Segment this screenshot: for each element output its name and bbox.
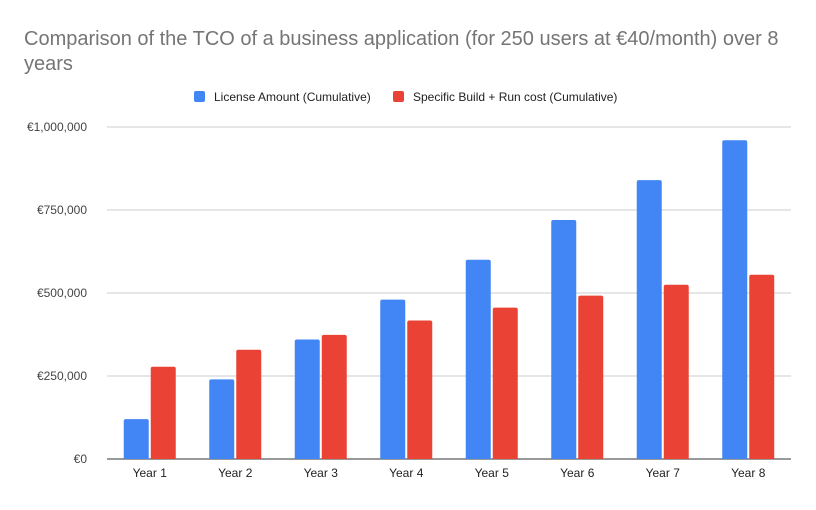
legend-swatch-build-run [393, 91, 404, 102]
bar-license-4 [380, 299, 406, 459]
y-tick-label: €500,000 [37, 286, 87, 300]
bar-build-run-2 [236, 349, 262, 459]
legend-swatch-license [194, 91, 205, 102]
bar-license-5 [465, 259, 491, 459]
bar-build-run-3 [321, 334, 347, 459]
bar-license-2 [209, 379, 235, 459]
chart-title-line-2: years [24, 53, 73, 75]
y-tick-label: €1,000,000 [27, 120, 87, 134]
x-tick-label: Year 7 [646, 466, 681, 480]
x-tick-label: Year 1 [133, 466, 168, 480]
x-tick-label: Year 2 [218, 466, 253, 480]
bar-build-run-1 [150, 366, 176, 459]
x-tick-label: Year 6 [560, 466, 595, 480]
bar-build-run-4 [407, 320, 433, 459]
bar-license-3 [294, 339, 320, 459]
y-tick-label: €750,000 [37, 203, 87, 217]
bar-build-run-5 [492, 307, 518, 459]
legend-label-license: License Amount (Cumulative) [214, 90, 371, 104]
bar-license-6 [551, 219, 577, 459]
legend: License Amount (Cumulative) Specific Bui… [194, 90, 617, 104]
bar-license-1 [123, 419, 149, 459]
x-tick-label: Year 4 [389, 466, 424, 480]
chart-title-line-1: Comparison of the TCO of a business appl… [24, 28, 778, 50]
x-tick-label: Year 3 [304, 466, 339, 480]
x-tick-label: Year 5 [475, 466, 510, 480]
bar-build-run-7 [663, 284, 689, 459]
bar-license-8 [722, 140, 748, 459]
x-tick-label: Year 8 [731, 466, 766, 480]
y-tick-label: €250,000 [37, 369, 87, 383]
legend-label-build-run: Specific Build + Run cost (Cumulative) [413, 90, 617, 104]
bar-build-run-6 [578, 295, 604, 459]
bar-license-7 [636, 180, 662, 459]
y-tick-label: €0 [74, 452, 88, 466]
bar-build-run-8 [749, 274, 775, 459]
